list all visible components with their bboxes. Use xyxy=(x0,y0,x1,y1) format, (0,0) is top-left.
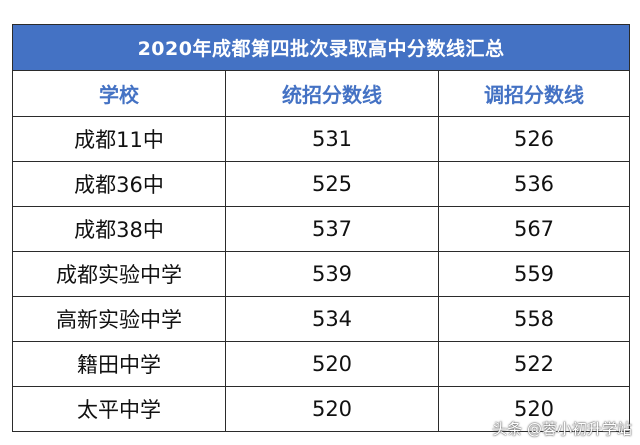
school-name: 成都实验中学 xyxy=(12,251,226,297)
watermark-text: 头条 @蓉小初升学站 xyxy=(492,420,632,438)
adjusted-score: 526 xyxy=(437,116,631,162)
column-header-adjusted-score: 调招分数线 xyxy=(437,70,631,117)
school-name: 成都11中 xyxy=(12,116,226,162)
school-name: 高新实验中学 xyxy=(12,296,226,342)
unified-score: 531 xyxy=(225,116,439,162)
unified-score: 537 xyxy=(225,206,439,252)
score-table: 2020年成都第四批次录取高中分数线汇总 学校 统招分数线 调招分数线 成都11… xyxy=(11,24,631,432)
adjusted-score: 559 xyxy=(437,251,631,297)
school-name: 籍田中学 xyxy=(12,341,226,387)
adjusted-score: 536 xyxy=(437,161,631,207)
unified-score: 520 xyxy=(225,341,439,387)
table-row: 成都实验中学 539 559 xyxy=(12,251,631,297)
school-name: 成都36中 xyxy=(12,161,226,207)
school-name: 成都38中 xyxy=(12,206,226,252)
unified-score: 534 xyxy=(225,296,439,342)
adjusted-score: 558 xyxy=(437,296,631,342)
adjusted-score: 567 xyxy=(437,206,631,252)
table-row: 太平中学 520 520 xyxy=(12,386,631,432)
table-row: 成都11中 531 526 xyxy=(12,116,631,162)
column-header-unified-score: 统招分数线 xyxy=(225,70,439,117)
table-row: 成都36中 525 536 xyxy=(12,161,631,207)
adjusted-score: 522 xyxy=(437,341,631,387)
table-title: 2020年成都第四批次录取高中分数线汇总 xyxy=(11,24,631,71)
table-row: 籍田中学 520 522 xyxy=(12,341,631,387)
unified-score: 520 xyxy=(225,386,439,432)
table-row: 成都38中 537 567 xyxy=(12,206,631,252)
school-name: 太平中学 xyxy=(12,386,226,432)
unified-score: 539 xyxy=(225,251,439,297)
column-header-school: 学校 xyxy=(12,70,226,117)
table-row: 高新实验中学 534 558 xyxy=(12,296,631,342)
header-row: 学校 统招分数线 调招分数线 xyxy=(12,70,631,117)
unified-score: 525 xyxy=(225,161,439,207)
adjusted-score: 520 xyxy=(437,386,631,432)
title-row: 2020年成都第四批次录取高中分数线汇总 xyxy=(11,24,631,71)
